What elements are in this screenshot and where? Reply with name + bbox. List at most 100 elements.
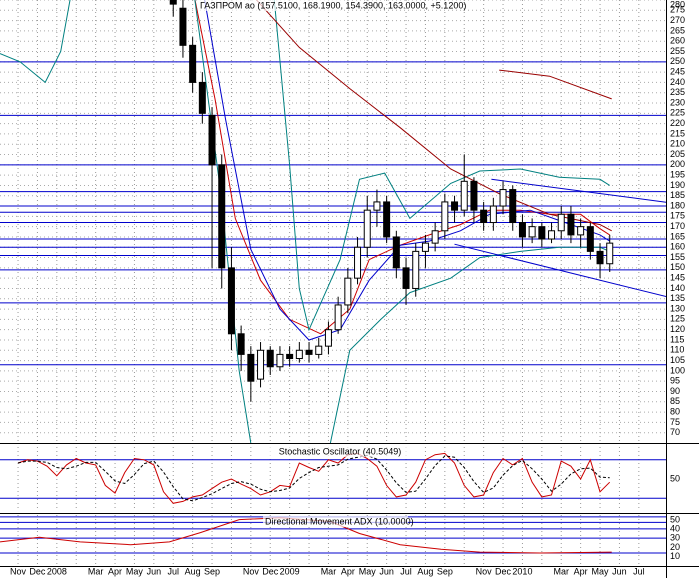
indicator-line [255,0,612,232]
y-tick-label: 75 [670,417,680,427]
candle-body [528,226,536,238]
y-tick-label: 240 [670,77,685,87]
y-tick-label: 30 [670,533,680,543]
candle-body [586,226,594,252]
x-tick-label: 2010 [512,566,532,576]
y-tick-label: 85 [670,396,680,406]
title-bg [268,446,413,457]
x-tick-label: 2008 [47,566,67,576]
candle-body [169,0,177,5]
x-tick-label: 2009 [280,566,300,576]
y-tick-label: 80 [670,406,680,416]
candle-body [509,189,517,224]
y-tick-label: 250 [670,56,685,66]
x-tick-label: Mar [321,566,337,576]
candle-body [218,164,226,269]
panel-title: Directional Movement ADX (10.0000) [265,516,414,526]
x-tick-label: Dec [29,566,46,576]
candle-body [257,349,265,380]
y-tick-label: 205 [670,149,685,159]
y-tick-label: 260 [670,36,685,46]
candle-body [606,242,614,265]
x-tick-label: Nov [243,566,260,576]
x-tick-label: Jul [400,566,412,576]
y-tick-label: 125 [670,314,685,324]
x-tick-label: Sep [437,566,453,576]
panel [0,0,666,443]
x-tick-label: Aug [417,566,433,576]
panel-title: Stochastic Oscillator (40.5049) [279,446,402,456]
x-tick-label: Apr [574,566,588,576]
indicator-line [454,243,666,298]
candle-body [421,242,429,252]
indicator-line [17,452,611,504]
y-tick-label: 150 [670,262,685,272]
y-tick-label: 225 [670,108,685,118]
y-tick-label: 200 [670,159,685,169]
candle-body [538,226,546,240]
y-tick-label: 95 [670,376,680,386]
x-tick-label: May [359,566,377,576]
y-tick-label: 170 [670,221,685,231]
candle-body [480,209,488,224]
y-tick-label: 20 [670,542,680,552]
candle-body [499,189,507,207]
y-tick-label: 220 [670,118,685,128]
title-bg [198,0,343,11]
candle-body [596,250,604,265]
y-tick-label: 70 [670,427,680,437]
x-tick-label: Dec [495,566,512,576]
y-tick-label: 180 [670,200,685,210]
x-tick-label: Jun [147,566,162,576]
y-tick-label: 185 [670,190,685,200]
candle-body [227,267,235,335]
x-tick-label: May [126,566,144,576]
candle-body [344,277,352,306]
x-tick-label: Mar [553,566,569,576]
y-tick-label: 115 [670,334,684,344]
y-tick-label: 40 [670,523,680,533]
candle-body [431,230,439,244]
x-tick-label: Jul [633,566,645,576]
candle-body [315,345,323,355]
candle-body [489,205,497,224]
y-tick-label: 235 [670,87,685,97]
y-tick-label: 140 [670,283,685,293]
y-tick-label: 90 [670,386,680,396]
x-tick-label: Apr [108,566,122,576]
candle-body [363,209,371,248]
x-tick-label: Aug [185,566,201,576]
y-tick-label: 50 [670,514,680,524]
indicator-line [17,454,610,502]
candle-body [198,81,206,114]
candle-body [189,44,197,83]
y-tick-label: 195 [670,170,685,180]
y-tick-label: 255 [670,46,685,56]
title-bg [263,516,408,527]
y-tick-label: 175 [670,211,685,221]
x-tick-label: Jul [167,566,179,576]
indicator-line [491,178,666,203]
candle-body [557,213,565,232]
candle-body [334,304,342,331]
x-tick-label: Mar [88,566,104,576]
x-tick-label: May [592,566,610,576]
candle-body [441,201,449,232]
candle-body [518,222,526,238]
candle-body [305,349,313,355]
y-tick-label: 110 [670,345,684,355]
indicator-line [204,0,610,341]
x-tick-label: Jun [612,566,627,576]
y-tick-label: 135 [670,293,685,303]
x-tick-label: Nov [476,566,493,576]
y-tick-label: 165 [670,231,685,241]
candle-body [383,201,391,238]
y-tick-label: 10 [670,551,680,561]
candle-body [295,349,303,360]
candle-body [354,246,362,279]
x-tick-label: Apr [341,566,355,576]
candle-body [179,7,187,46]
y-tick-label: 130 [670,303,685,313]
y-tick-label: 120 [670,324,685,334]
candle-body [392,236,400,269]
